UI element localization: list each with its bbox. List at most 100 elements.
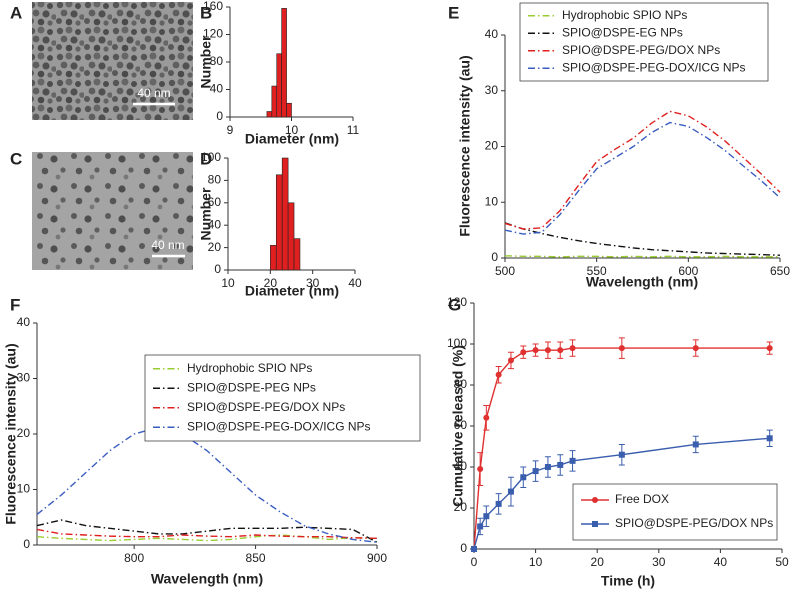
y-tick-label: 40: [485, 27, 499, 41]
series-line: [36, 426, 378, 543]
legend-label: SPIO@DSPE-PEG-DOX/ICG NPs: [562, 60, 746, 74]
x-tick-label: 850: [246, 551, 266, 565]
x-tick-label: 500: [495, 264, 515, 278]
series-line: [504, 121, 781, 235]
marker: [692, 345, 699, 352]
legend-label: SPIO@DSPE-PEG NPs: [187, 380, 316, 394]
marker: [692, 441, 699, 448]
y-tick-label: 0: [491, 250, 498, 264]
marker: [477, 466, 484, 473]
marker: [544, 347, 551, 354]
marker: [766, 435, 773, 442]
y-tick-label: 30: [17, 371, 31, 385]
marker: [569, 345, 576, 352]
y-tick-label: 100: [201, 150, 221, 164]
y-tick-label: 80: [208, 173, 222, 187]
y-tick-label: 30: [485, 83, 499, 97]
bar: [270, 245, 277, 271]
marker: [495, 371, 502, 378]
x-tick-label: 40: [714, 555, 728, 569]
series-line: [36, 519, 378, 543]
scale-bar-label: 40 nm: [137, 86, 170, 100]
legend-label: SPIO@DSPE-EG NPs: [562, 25, 683, 39]
bar: [281, 8, 287, 118]
panel-label: D: [200, 149, 212, 168]
x-tick-label: 40: [348, 276, 362, 290]
legend-label: SPIO@DSPE-PEG/DOX NPs: [562, 43, 720, 57]
marker: [483, 513, 490, 520]
x-tick-label: 10: [285, 123, 299, 137]
marker: [557, 461, 564, 468]
legend-label: SPIO@DSPE-PEG/DOX NPs: [187, 400, 345, 414]
marker: [507, 357, 514, 364]
marker: [483, 414, 490, 421]
panel-label: G: [448, 295, 461, 314]
y-tick-label: 40: [210, 82, 224, 96]
x-tick-label: 550: [587, 264, 607, 278]
marker: [495, 500, 502, 507]
panel-label: E: [448, 3, 459, 22]
x-axis-title: Diameter (nm): [245, 283, 339, 299]
bar: [281, 157, 289, 271]
panel-label: F: [10, 295, 20, 314]
bar: [275, 174, 283, 271]
x-tick-label: 50: [775, 555, 789, 569]
x-tick-label: 600: [678, 264, 698, 278]
series-line: [504, 222, 781, 256]
y-tick-label: 20: [17, 426, 31, 440]
legend-box: [519, 2, 769, 82]
marker: [471, 546, 477, 552]
tem-image: [32, 2, 193, 120]
x-tick-label: 11: [347, 123, 360, 137]
y-tick-label: 0: [214, 262, 221, 276]
x-axis-title: Wavelength (nm): [586, 274, 698, 290]
x-tick-label: 20: [264, 276, 278, 290]
marker: [618, 451, 625, 458]
marker: [532, 347, 539, 354]
panel-label: B: [200, 3, 212, 22]
y-axis-title: Number: [198, 187, 214, 240]
marker: [557, 347, 564, 354]
y-tick-label: 120: [447, 295, 467, 309]
legend-label: Hydrophobic SPIO NPs: [187, 361, 312, 375]
y-tick-label: 20: [208, 240, 222, 254]
marker: [569, 457, 576, 464]
y-tick-label: 10: [485, 194, 499, 208]
marker: [532, 468, 539, 475]
y-axis-title: Number: [198, 35, 214, 88]
marker: [507, 488, 514, 495]
y-axis-title: Cumulative released (%): [450, 345, 466, 507]
x-axis-title: Time (h): [601, 573, 655, 589]
legend-box: [572, 483, 778, 541]
y-tick-label: 40: [208, 217, 222, 231]
legend-label: SPIO@DSPE-PEG-DOX/ICG NPs: [187, 419, 371, 433]
tem-image: [32, 152, 193, 270]
panel-label: C: [10, 149, 22, 168]
legend-label: Free DOX: [615, 492, 669, 506]
legend-marker: [592, 521, 598, 527]
scale-bar-label: 40 nm: [151, 238, 184, 252]
y-axis-title: Fluorescence intensity (au): [3, 343, 19, 524]
y-tick-label: 60: [208, 195, 222, 209]
series-line: [504, 255, 780, 258]
legend-label: SPIO@DSPE-PEG/DOX NPs: [615, 516, 773, 530]
y-tick-label: 100: [447, 336, 467, 350]
x-tick-label: 30: [306, 276, 320, 290]
y-tick-label: 80: [454, 377, 468, 391]
y-tick-label: 40: [454, 459, 468, 473]
marker: [520, 349, 527, 356]
y-tick-label: 20: [454, 500, 468, 514]
x-axis-title: Diameter (nm): [245, 131, 339, 147]
bar: [266, 111, 273, 118]
y-tick-label: 80: [210, 54, 224, 68]
y-tick-label: 40: [17, 315, 31, 329]
legend-box: [144, 354, 421, 442]
y-tick-label: 20: [485, 139, 499, 153]
y-tick-label: 10: [17, 482, 31, 496]
bar: [271, 85, 278, 118]
x-axis-title: Wavelength (nm): [151, 571, 263, 587]
bar: [276, 53, 282, 118]
x-tick-label: 20: [591, 555, 605, 569]
marker: [544, 464, 551, 470]
